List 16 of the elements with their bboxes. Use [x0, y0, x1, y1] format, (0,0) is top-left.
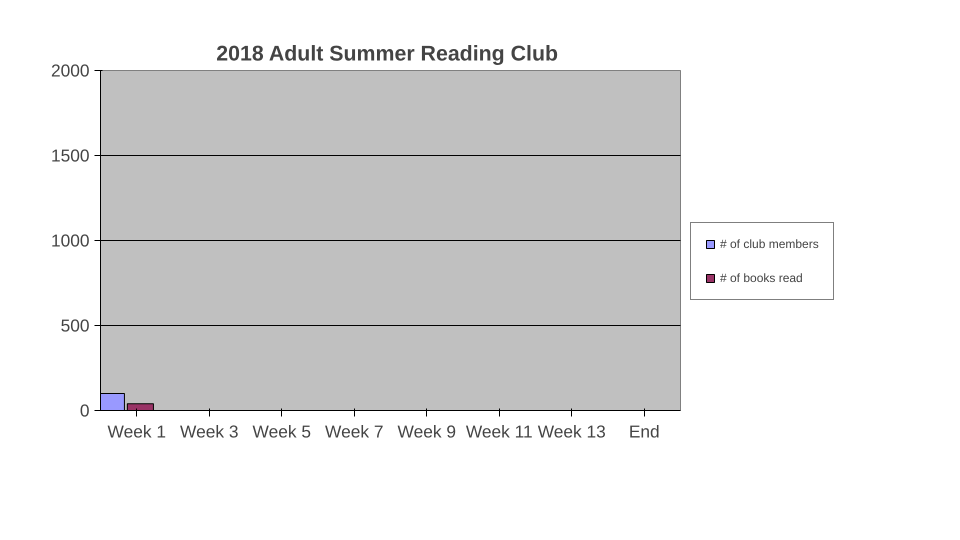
- x-tick-label: Week 3: [180, 422, 238, 442]
- x-tick-label: Week 5: [252, 422, 311, 442]
- y-tick-label: 2000: [50, 60, 90, 80]
- x-tick-label: End: [628, 422, 660, 442]
- legend-label: # of books read: [720, 271, 803, 285]
- y-tick-label: 1000: [50, 230, 90, 250]
- x-tick-label: Week 7: [325, 422, 384, 442]
- y-tick-label: 0: [80, 400, 90, 420]
- x-tick-label: Week 9: [398, 422, 456, 442]
- x-tick-label: Week 1: [108, 422, 166, 442]
- x-tick-label: Week 13: [538, 422, 606, 442]
- y-tick-label: 500: [60, 316, 90, 336]
- y-tick-label: 1500: [50, 146, 90, 166]
- x-tick-label: Week 11: [466, 422, 533, 442]
- legend-label: # of club members: [720, 237, 819, 251]
- chart-title: 2018 Adult Summer Reading Club: [216, 42, 558, 66]
